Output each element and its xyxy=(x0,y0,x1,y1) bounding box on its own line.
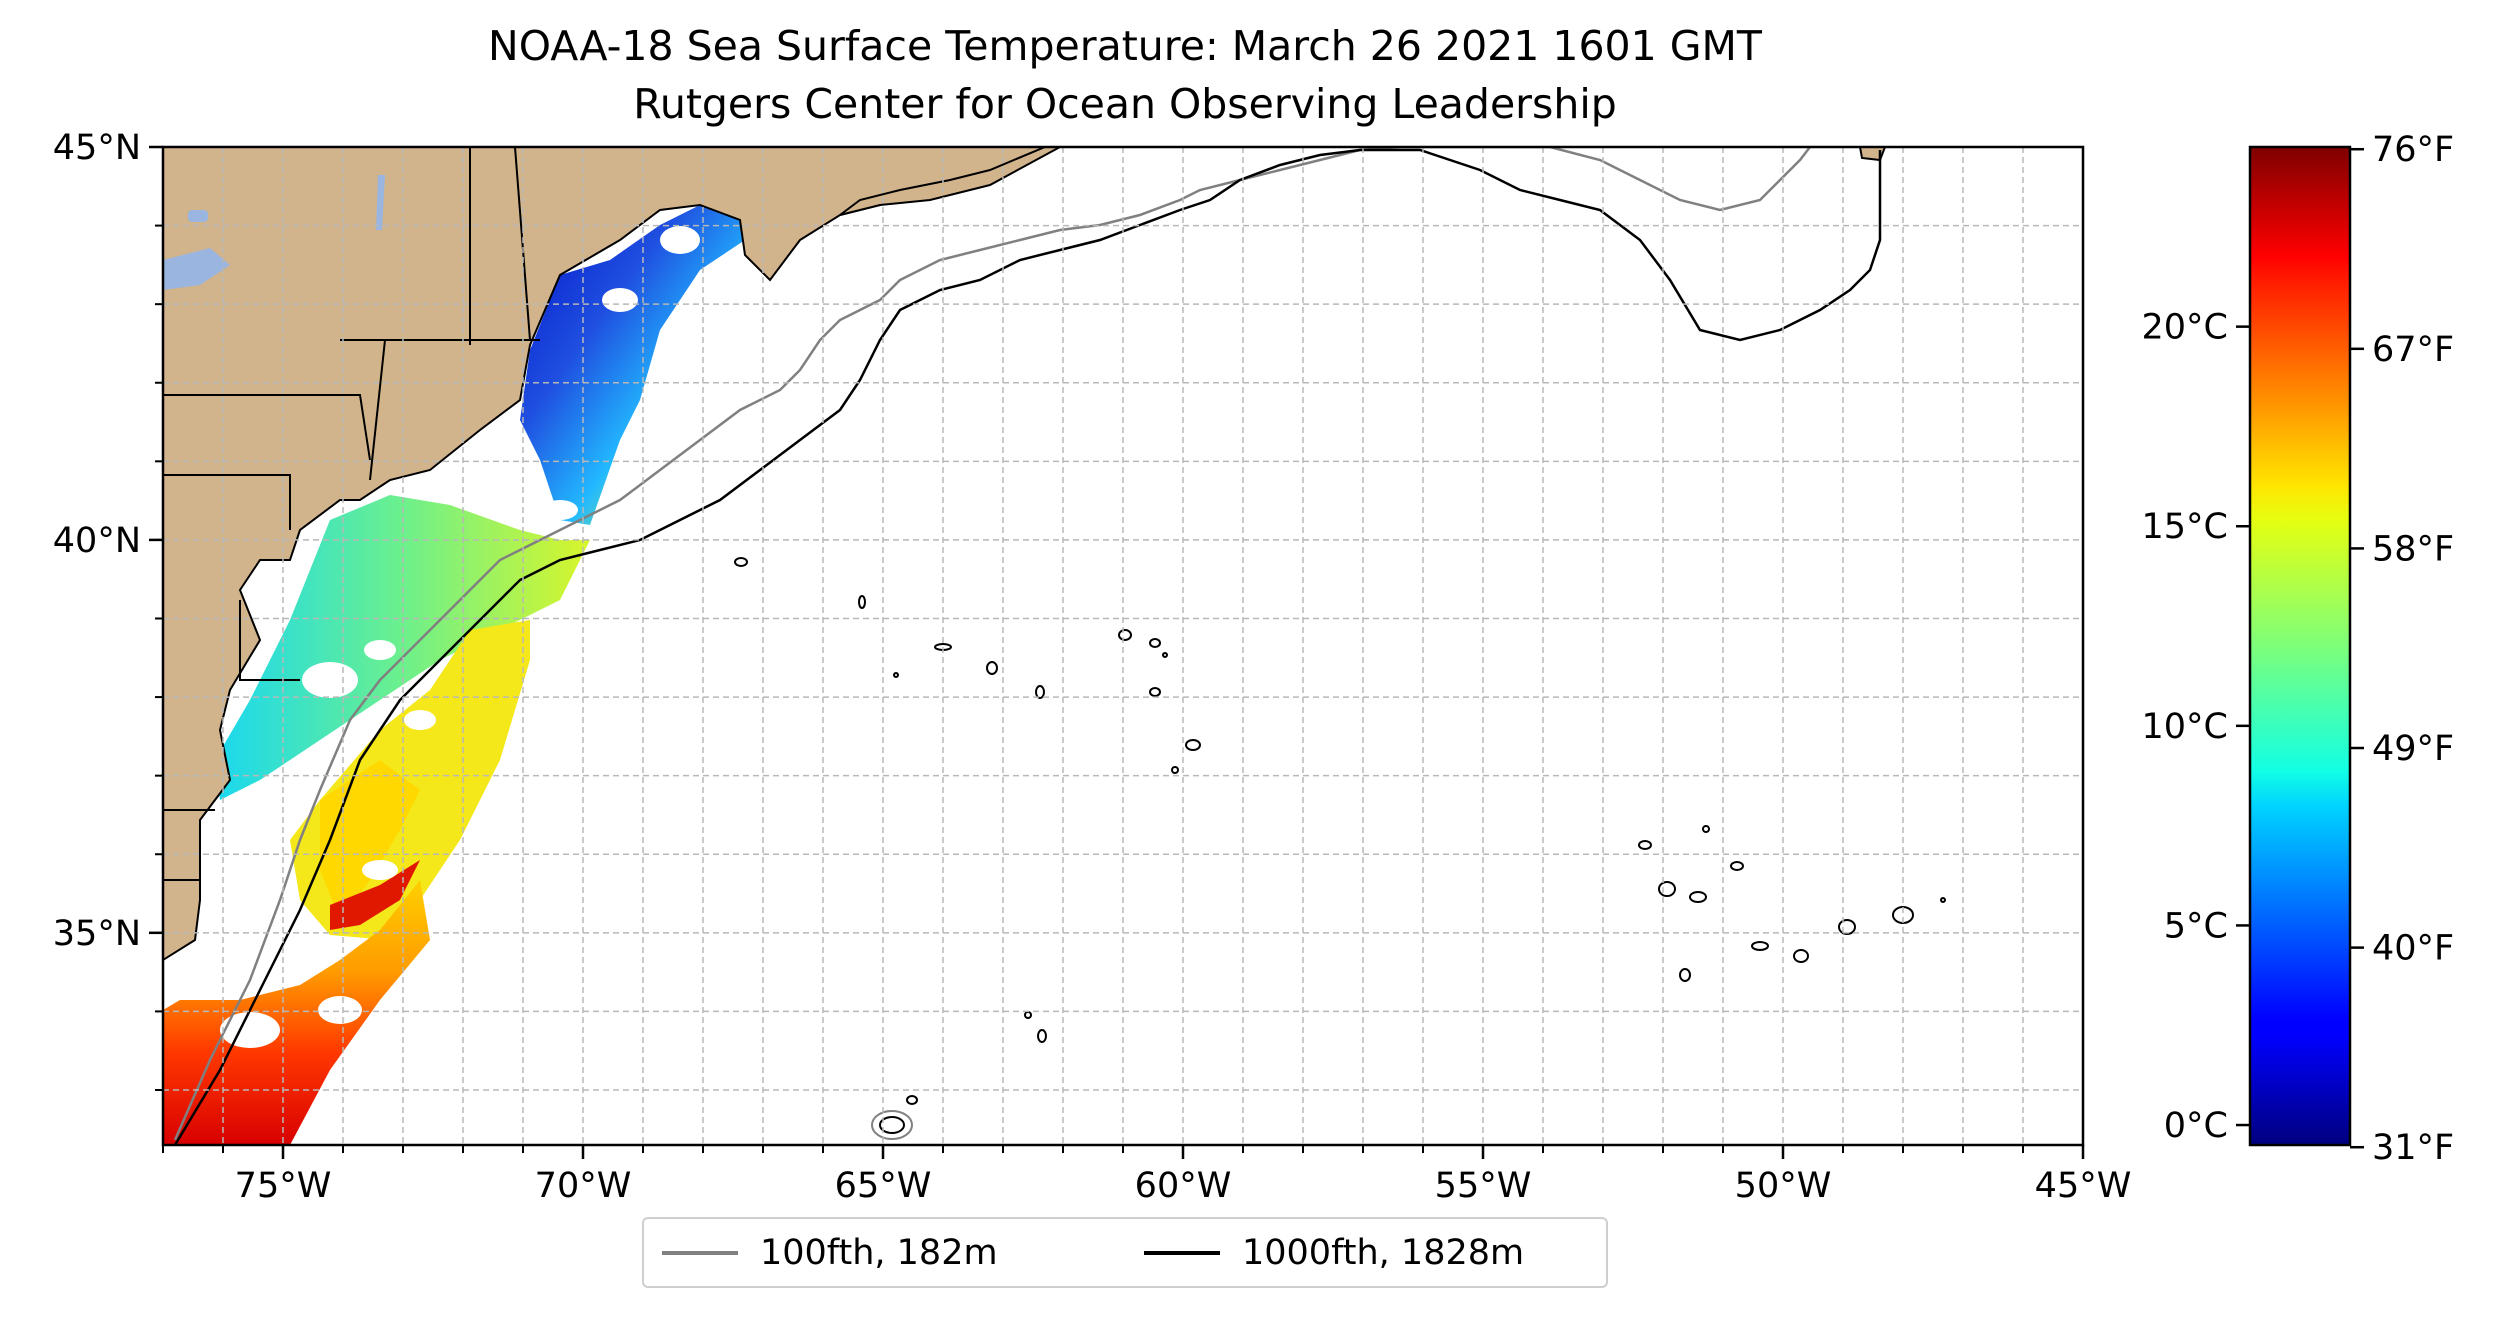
legend-swatch-100fth xyxy=(662,1250,738,1255)
colorbar-ticks: 0°C 5°C 10°C 15°C 20°C 31°F 40°F 49°F 58°F 67°F 76… xyxy=(2142,130,2455,1168)
y-tick-label: 45°N xyxy=(53,128,141,168)
x-tick-label: 65°W xyxy=(835,1166,932,1206)
y-tick-label: 40°N xyxy=(53,521,141,561)
colorbar-fahrenheit-label: 31°F xyxy=(2372,1128,2454,1168)
legend-swatch-1000fth xyxy=(1144,1250,1220,1255)
cloud-gaps xyxy=(220,226,700,1048)
colorbar-celsius-label: 5°C xyxy=(2164,906,2228,946)
figure-title: NOAA-18 Sea Surface Temperature: March 2… xyxy=(488,22,1762,70)
colorbar-gradient xyxy=(2248,145,2352,1147)
colorbar-celsius-label: 0°C xyxy=(2164,1106,2228,1146)
map-panel: 75°W 70°W 65°W 60°W 55°W 50°W 45°W 35°N 40°N 45°N xyxy=(53,128,2132,1206)
y-tick-label: 35°N xyxy=(53,914,141,954)
isobath-1000fth xyxy=(173,148,1882,1145)
sst-swath-north xyxy=(520,205,750,525)
map-ticks: 75°W 70°W 65°W 60°W 55°W 50°W 45°W 35°N 40°N 45°N xyxy=(53,128,2132,1206)
gridlines xyxy=(163,147,2083,1145)
colorbar-fahrenheit-label: 76°F xyxy=(2372,130,2454,170)
figure-subtitle: Rutgers Center for Ocean Observing Leade… xyxy=(633,80,1617,128)
lake-small xyxy=(188,210,208,222)
legend-item-1000fth: 1000fth, 1828m xyxy=(1144,1219,1524,1286)
x-tick-label: 45°W xyxy=(2035,1166,2132,1206)
legend-item-100fth: 100fth, 182m xyxy=(662,1219,998,1286)
land-nova-scotia xyxy=(839,147,1061,216)
colorbar-fahrenheit-label: 67°F xyxy=(2372,330,2454,370)
colorbar-celsius-label: 20°C xyxy=(2142,308,2228,348)
legend-label-100fth: 100fth, 182m xyxy=(760,1232,998,1273)
x-tick-label: 55°W xyxy=(1435,1166,1532,1206)
bermuda-rise xyxy=(871,1095,918,1140)
lakes xyxy=(163,175,385,290)
x-tick-label: 75°W xyxy=(235,1166,332,1206)
colorbar-fahrenheit-label: 40°F xyxy=(2372,929,2454,969)
sst-swath-south xyxy=(163,880,430,1145)
colorbar-celsius-label: 15°C xyxy=(2142,507,2228,547)
x-tick-label: 60°W xyxy=(1135,1166,1232,1206)
x-tick-label: 70°W xyxy=(535,1166,632,1206)
sst-swath-red-band xyxy=(330,860,420,930)
land-north-america xyxy=(163,147,1061,962)
isobath-100fth xyxy=(173,147,1811,1141)
colorbar: 0°C 5°C 10°C 15°C 20°C 31°F 40°F 49°F 58°F 67°F 76… xyxy=(2142,130,2455,1168)
colorbar-fahrenheit-label: 58°F xyxy=(2372,529,2454,569)
state-borders xyxy=(163,147,540,881)
x-tick-label: 50°W xyxy=(1735,1166,1832,1206)
lake-champlain xyxy=(376,175,385,230)
lake-ontario-edge xyxy=(163,248,230,290)
colorbar-celsius-label: 10°C xyxy=(2142,707,2228,747)
colorbar-fahrenheit-label: 49°F xyxy=(2372,729,2454,769)
legend: 100fth, 182m 1000fth, 1828m xyxy=(642,1217,1608,1288)
legend-label-1000fth: 1000fth, 1828m xyxy=(1242,1232,1525,1273)
